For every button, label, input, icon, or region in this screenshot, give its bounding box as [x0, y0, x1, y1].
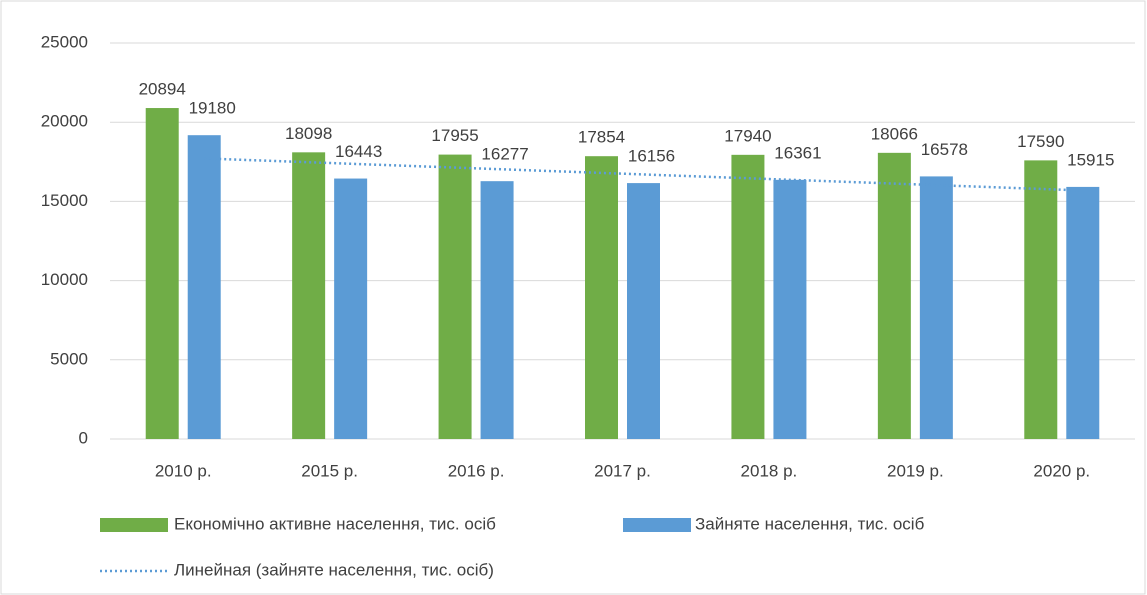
- bar: [438, 154, 472, 439]
- data-label: 17940: [724, 126, 771, 145]
- data-label: 17854: [578, 128, 625, 147]
- data-label: 20894: [139, 80, 186, 99]
- legend-label: Економічно активне населення, тис. осіб: [174, 514, 496, 533]
- bar: [585, 156, 618, 440]
- x-tick-label: 2010 р.: [155, 461, 212, 480]
- data-label: 17590: [1017, 132, 1064, 151]
- bar: [877, 152, 911, 439]
- legend-label: Линейная (зайняте населення, тис. осіб): [174, 560, 494, 579]
- x-tick-label: 2016 р.: [448, 461, 505, 480]
- bar: [187, 135, 221, 440]
- bar: [480, 181, 514, 440]
- bar: [919, 176, 953, 439]
- legend-swatch: [100, 518, 168, 532]
- y-tick-label: 10000: [41, 270, 88, 289]
- data-label: 16578: [921, 140, 968, 159]
- y-tick-label: 0: [79, 428, 88, 447]
- x-tick-label: 2018 р.: [741, 461, 798, 480]
- data-label: 16443: [335, 142, 382, 161]
- data-label: 18066: [871, 124, 918, 143]
- data-label: 16361: [774, 143, 821, 162]
- y-tick-label: 20000: [41, 112, 88, 131]
- data-label: 17955: [431, 126, 478, 145]
- data-label: 18098: [285, 124, 332, 143]
- data-label: 19180: [189, 99, 236, 118]
- bar: [145, 108, 179, 440]
- x-tick-label: 2019 р.: [887, 461, 944, 480]
- legend-swatch: [623, 518, 691, 532]
- y-tick-label: 5000: [50, 349, 88, 368]
- bar: [773, 179, 807, 439]
- x-tick-label: 2020 р.: [1033, 461, 1090, 480]
- bar: [292, 152, 326, 439]
- bar: [334, 178, 368, 439]
- x-tick-label: 2015 р.: [301, 461, 358, 480]
- x-tick-label: 2017 р.: [594, 461, 651, 480]
- y-tick-label: 25000: [41, 32, 88, 51]
- data-label: 16156: [628, 147, 675, 166]
- y-tick-label: 15000: [41, 191, 88, 210]
- data-label: 16277: [481, 145, 528, 164]
- data-label: 15915: [1067, 150, 1114, 169]
- bar: [627, 183, 660, 439]
- trendline: [204, 157, 1083, 192]
- bar: [1024, 160, 1058, 440]
- legend-label: Зайняте населення, тис. осіб: [695, 514, 925, 533]
- bar: [1066, 186, 1100, 439]
- bar: [731, 154, 765, 440]
